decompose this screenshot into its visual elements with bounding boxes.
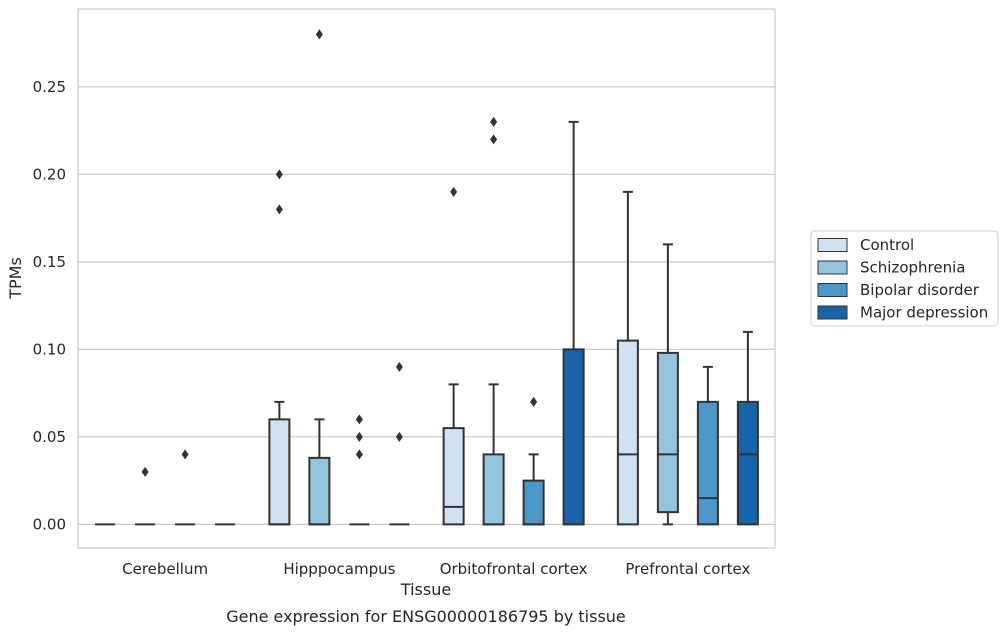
legend-entry-label: Bipolar disorder: [860, 281, 980, 299]
box-plot-marks: [95, 29, 759, 526]
box-schizophrenia: [308, 29, 331, 526]
chart-caption: Gene expression for ENSG00000186795 by t…: [226, 607, 626, 626]
box-control: [268, 169, 291, 526]
plot-frame: [77, 8, 776, 549]
outlier-point: [450, 186, 458, 197]
box-body: [616, 339, 639, 526]
y-tick-label: 0.05: [33, 428, 66, 446]
box-major-depression: [389, 361, 410, 526]
y-tick-label: 0.10: [33, 340, 66, 358]
box-body: [308, 456, 331, 526]
x-tick-label: Cerebellum: [122, 560, 208, 578]
outlier-point: [395, 431, 403, 442]
legend-frame: [810, 230, 999, 327]
outlier-point: [355, 414, 363, 425]
x-tick-label: Orbitofrontal cortex: [440, 560, 588, 578]
y-axis-label: TPMs: [6, 257, 25, 300]
box-bipolar-disorder: [696, 365, 719, 526]
box-bipolar-disorder: [349, 414, 370, 526]
x-axis-label: Tissue: [400, 580, 451, 599]
box-major-depression: [562, 120, 585, 526]
box-schizophrenia: [482, 116, 505, 526]
legend-swatch: [817, 238, 848, 252]
box-body: [482, 453, 505, 526]
box-body: [268, 418, 291, 526]
box-body: [562, 348, 585, 526]
box-bipolar-disorder: [175, 449, 196, 526]
x-tick-label: Hipppocampus: [283, 560, 395, 578]
x-tick-labels: Cerebellum Hipppocampus Orbitofrontal cort…: [122, 560, 750, 578]
outlier-point: [530, 396, 538, 407]
outlier-point: [315, 29, 323, 40]
outlier-point: [141, 466, 149, 477]
legend-entry-label: Control: [860, 236, 914, 254]
y-tick-label: 0.00: [33, 515, 66, 533]
x-tick-label: Prefrontal cortex: [625, 560, 750, 578]
outlier-point: [275, 204, 283, 215]
y-tick-label: 0.15: [33, 253, 66, 271]
outlier-point: [181, 449, 189, 460]
box-body: [736, 400, 759, 526]
outlier-point: [490, 134, 498, 145]
outlier-point: [275, 169, 283, 180]
box-body: [696, 400, 719, 526]
outlier-point: [355, 431, 363, 442]
box-control: [616, 190, 639, 526]
y-tick-labels: 0.00 0.05 0.10 0.15 0.20 0.25: [33, 78, 66, 534]
box-major-depression: [736, 330, 759, 526]
grid-lines: [78, 86, 775, 525]
legend-entry-label: Schizophrenia: [860, 259, 965, 277]
box-body: [442, 427, 465, 526]
box-body: [522, 479, 545, 526]
legend-entry-label: Major depression: [860, 304, 988, 322]
box-schizophrenia: [656, 243, 679, 526]
legend-swatch: [817, 305, 848, 320]
legend-swatch: [817, 283, 848, 297]
legend-swatch: [817, 260, 848, 275]
box-schizophrenia: [135, 466, 156, 526]
box-bipolar-disorder: [522, 396, 545, 526]
box-control: [442, 186, 465, 526]
outlier-point: [395, 361, 403, 372]
y-tick-label: 0.20: [33, 165, 66, 183]
outlier-point: [490, 116, 498, 127]
legend: Control Schizophrenia Bipolar disorder Majo…: [810, 230, 999, 327]
y-tick-label: 0.25: [33, 78, 66, 96]
box-body: [656, 351, 679, 514]
outlier-point: [355, 449, 363, 460]
